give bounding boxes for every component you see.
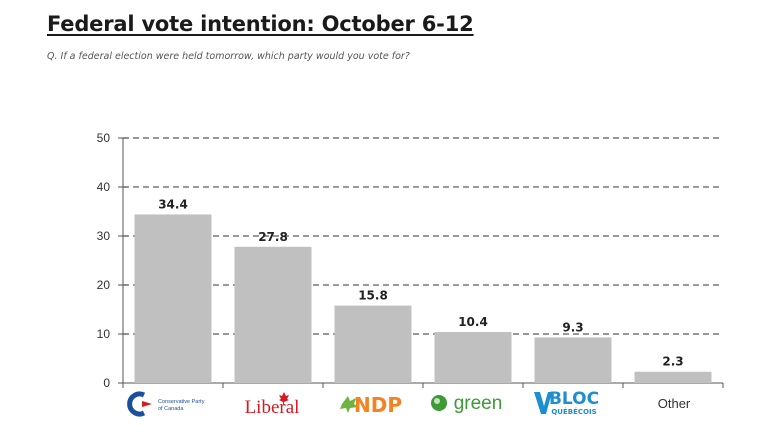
green-logo-text: green (454, 393, 503, 414)
logo-other: Other (658, 396, 691, 411)
value-label-3: 10.4 (458, 315, 488, 329)
logo-liberal: Liberal (245, 392, 300, 418)
ndp-logo-text: NDP (354, 393, 402, 417)
value-labels: 34.4 27.8 15.8 10.4 9.3 2.3 (158, 197, 683, 368)
bars (134, 214, 712, 383)
logo-ndp: NDP (340, 393, 402, 417)
conservative-logo-line1: Conservative Party (158, 399, 205, 405)
y-tick-label: 30 (97, 229, 111, 243)
grid-lines (123, 137, 723, 335)
bar-4 (534, 337, 612, 383)
ndp-leaf-icon (340, 396, 358, 413)
value-label-5: 2.3 (662, 355, 683, 369)
y-tick-label: 0 (103, 376, 110, 390)
value-label-2: 15.8 (358, 289, 388, 303)
logo-green: green (431, 393, 502, 414)
y-tick-label: 20 (97, 278, 111, 292)
y-tick-label: 40 (97, 180, 111, 194)
bar-5 (634, 371, 712, 383)
y-tick-label: 10 (97, 327, 111, 341)
survey-question: Q. If a federal election were held tomor… (47, 51, 410, 62)
maple-leaf-icon (279, 392, 289, 405)
conservative-logo-line2: of Canada (158, 406, 184, 412)
conservative-c-icon (127, 391, 152, 417)
bar-2 (334, 305, 412, 383)
axes: 0 10 20 30 40 50 (97, 131, 724, 390)
bar-1 (234, 246, 312, 383)
page-title: Federal vote intention: October 6-12 (47, 12, 474, 36)
other-label: Other (658, 396, 691, 411)
value-label-1: 27.8 (258, 230, 288, 244)
bar-0 (134, 214, 212, 383)
logo-bloc: BLOC QUÉBÉCOIS (534, 389, 599, 416)
bloc-logo-line1: BLOC (549, 389, 599, 409)
value-label-0: 34.4 (158, 197, 188, 211)
value-label-4: 9.3 (562, 320, 583, 334)
bloc-logo-line2: QUÉBÉCOIS (551, 407, 596, 416)
logo-conservative: Conservative Party of Canada (127, 391, 205, 417)
liberal-logo-text: Liberal (245, 397, 300, 418)
bar-3 (434, 332, 512, 383)
bloc-fleur-icon (534, 392, 552, 414)
y-tick-label: 50 (97, 131, 111, 145)
